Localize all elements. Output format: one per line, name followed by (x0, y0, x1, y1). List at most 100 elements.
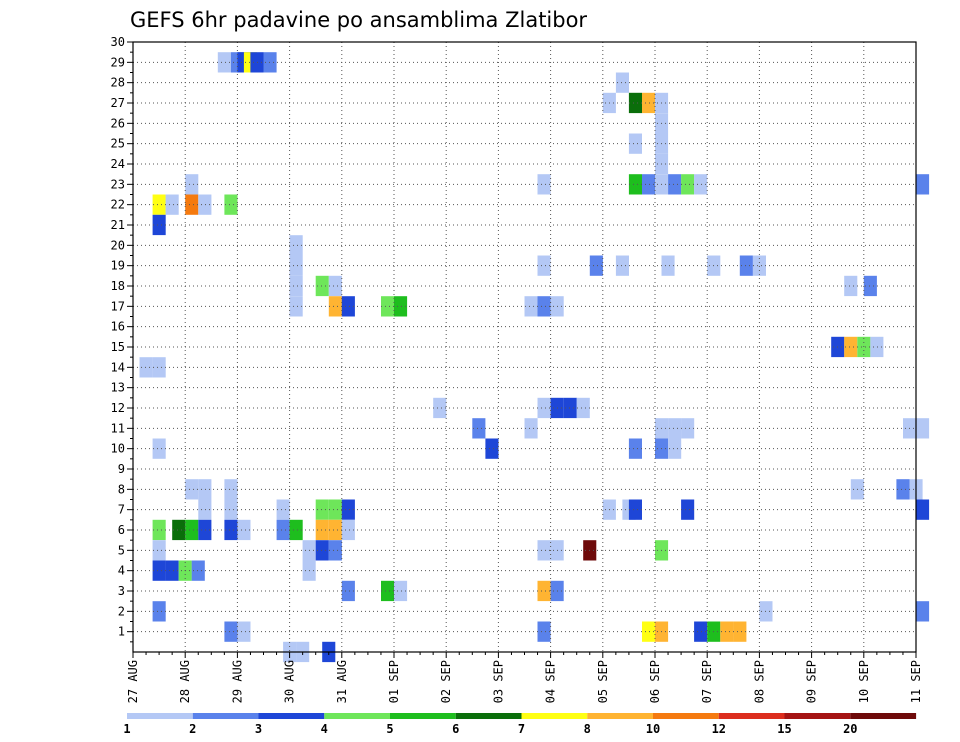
heat-cell (289, 296, 303, 317)
x-tick-label: 08 SEP (752, 660, 766, 703)
heat-cell (668, 174, 682, 195)
heat-cell (681, 418, 695, 439)
heat-cell (185, 519, 199, 541)
heat-cell (628, 174, 642, 195)
heat-cell (628, 499, 642, 520)
heat-cell (237, 519, 251, 541)
y-axis: 1234567891011121314151617181920212223242… (111, 35, 133, 643)
heat-cell (328, 499, 342, 520)
colorbar-swatch (850, 713, 917, 719)
y-tick-label: 12 (111, 401, 125, 415)
heat-cell (198, 194, 212, 215)
heat-cell (563, 397, 577, 419)
heat-cell (224, 519, 238, 541)
heat-cell (863, 275, 877, 297)
heat-cell (668, 418, 682, 439)
y-tick-label: 5 (118, 543, 125, 557)
colorbar-swatch (784, 713, 851, 719)
heat-cell (524, 296, 538, 317)
heat-cell (315, 519, 329, 541)
heat-cell (916, 418, 930, 439)
colorbar-label: 7 (518, 722, 525, 736)
heat-cell (152, 438, 166, 459)
y-tick-label: 7 (118, 503, 125, 517)
colorbar-label: 1 (123, 722, 130, 736)
y-tick-label: 6 (118, 523, 125, 537)
heat-cell (341, 499, 355, 520)
heat-cell (152, 560, 166, 581)
x-tick-label: 28 AUG (178, 660, 192, 703)
heat-cell (237, 621, 251, 642)
x-axis: 27 AUG 28 AUG 29 AUG 30 AUG 31 AUG 01 SEP 02 S… (126, 652, 923, 703)
y-tick-label: 10 (111, 442, 125, 456)
heat-cell (628, 133, 642, 154)
heat-cell (661, 255, 675, 276)
heat-cell (720, 621, 734, 642)
heat-cell (628, 92, 642, 114)
y-tick-label: 25 (111, 137, 125, 151)
heat-cell (916, 499, 930, 520)
heat-cell (628, 438, 642, 459)
x-tick-label: 09 SEP (805, 660, 819, 703)
y-tick-label: 20 (111, 238, 125, 252)
colorbar-label: 4 (321, 722, 328, 736)
y-tick-label: 3 (118, 584, 125, 598)
heat-cell (152, 519, 166, 541)
y-tick-label: 16 (111, 320, 125, 334)
heat-cell (844, 336, 858, 358)
heat-cell (276, 499, 290, 520)
heat-cell (537, 621, 551, 642)
heat-cell (733, 621, 747, 642)
heat-cell (341, 580, 355, 602)
y-tick-label: 29 (111, 55, 125, 69)
heat-cell (152, 601, 166, 622)
x-tick-label: 29 AUG (230, 660, 244, 703)
colorbar-swatch (521, 713, 588, 719)
heat-cell (198, 499, 212, 520)
heat-cell (191, 560, 205, 581)
heat-cell (485, 438, 499, 459)
y-tick-label: 9 (118, 462, 125, 476)
heat-cell (185, 194, 199, 215)
heat-cell (185, 174, 199, 195)
colorbar-label: 2 (189, 722, 196, 736)
colorbar-swatch (127, 713, 193, 719)
heat-cell (694, 621, 708, 642)
heat-cell (642, 92, 656, 114)
heat-cell (224, 621, 238, 642)
heat-cell (289, 235, 303, 256)
y-tick-label: 23 (111, 177, 125, 191)
heat-cell (394, 580, 408, 602)
colorbar-label: 12 (712, 722, 726, 736)
x-tick-label: 06 SEP (648, 660, 662, 703)
heat-cell (224, 194, 238, 215)
heat-cell (472, 418, 486, 439)
heat-cell (739, 255, 753, 276)
colorbar-swatch (258, 713, 325, 719)
heat-cell (341, 296, 355, 317)
heat-cell (224, 479, 238, 500)
heat-cell (844, 275, 858, 297)
heat-cell (172, 519, 186, 541)
heatmap-cells (139, 52, 930, 663)
heat-cell (328, 540, 342, 561)
colorbar-label: 20 (843, 722, 857, 736)
colorbar-swatch (455, 713, 522, 719)
heat-cell (224, 499, 238, 520)
heat-cell (276, 519, 290, 541)
y-tick-label: 15 (111, 340, 125, 354)
colorbar-swatch (390, 713, 456, 719)
heat-cell (289, 519, 303, 541)
heat-cell (315, 499, 329, 520)
heat-cell (681, 174, 695, 195)
y-tick-label: 26 (111, 116, 125, 130)
heat-cell (250, 52, 264, 73)
heat-cell (381, 580, 395, 602)
y-tick-label: 14 (111, 360, 125, 374)
heat-cell (198, 479, 212, 500)
colorbar-label: 3 (255, 722, 262, 736)
heat-cell (870, 336, 884, 358)
x-tick-label: 30 AUG (283, 660, 297, 703)
heat-cell (341, 519, 355, 541)
